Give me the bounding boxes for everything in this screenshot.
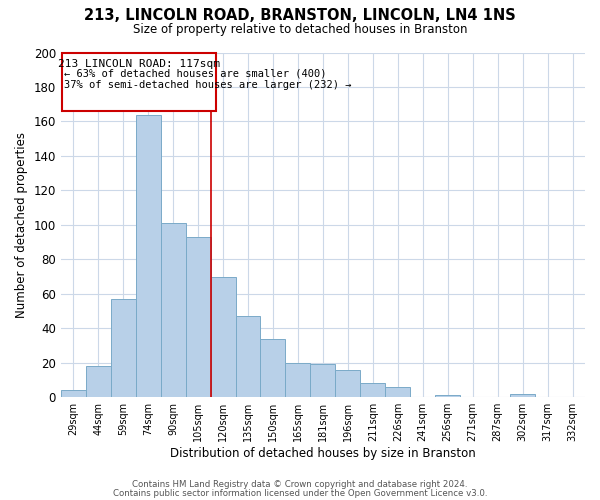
Bar xyxy=(335,370,361,397)
Bar xyxy=(185,237,211,397)
Bar xyxy=(61,390,86,397)
Bar xyxy=(510,394,535,397)
Bar xyxy=(111,299,136,397)
Bar xyxy=(385,387,410,397)
Text: Size of property relative to detached houses in Branston: Size of property relative to detached ho… xyxy=(133,22,467,36)
Text: Contains public sector information licensed under the Open Government Licence v3: Contains public sector information licen… xyxy=(113,488,487,498)
Bar xyxy=(310,364,335,397)
Bar xyxy=(260,338,286,397)
Bar xyxy=(286,362,310,397)
Text: 213 LINCOLN ROAD: 117sqm: 213 LINCOLN ROAD: 117sqm xyxy=(58,60,220,70)
Bar xyxy=(361,384,385,397)
Bar xyxy=(136,114,161,397)
FancyBboxPatch shape xyxy=(62,52,215,111)
Bar xyxy=(435,396,460,397)
Text: 37% of semi-detached houses are larger (232) →: 37% of semi-detached houses are larger (… xyxy=(64,80,352,90)
X-axis label: Distribution of detached houses by size in Branston: Distribution of detached houses by size … xyxy=(170,447,476,460)
Bar xyxy=(161,223,185,397)
Bar xyxy=(236,316,260,397)
Bar xyxy=(211,276,236,397)
Bar xyxy=(86,366,111,397)
Text: Contains HM Land Registry data © Crown copyright and database right 2024.: Contains HM Land Registry data © Crown c… xyxy=(132,480,468,489)
Text: ← 63% of detached houses are smaller (400): ← 63% of detached houses are smaller (40… xyxy=(64,68,326,78)
Text: 213, LINCOLN ROAD, BRANSTON, LINCOLN, LN4 1NS: 213, LINCOLN ROAD, BRANSTON, LINCOLN, LN… xyxy=(84,8,516,22)
Y-axis label: Number of detached properties: Number of detached properties xyxy=(15,132,28,318)
